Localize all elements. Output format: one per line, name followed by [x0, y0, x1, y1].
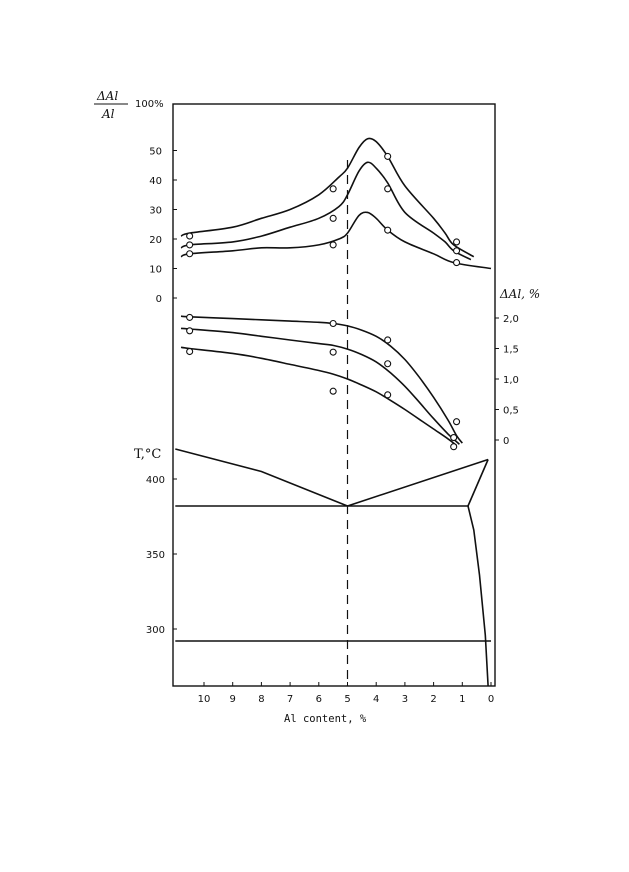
delta-marker-3-1 [186, 347, 194, 356]
tick-labels: 10 9 8 7 6 5 4 3 2 1 001020304050100%00,51,01,52,0… [135, 99, 519, 705]
delta-marker-3-4 [450, 443, 458, 451]
ratio-marker-2-2 [329, 214, 337, 222]
phase-line-3 [467, 459, 489, 507]
delta-marker-2-3 [384, 360, 392, 368]
temp-tick-label-300: 300 [146, 625, 165, 636]
ratio-marker-3-1 [186, 250, 194, 258]
ratio-tick-label-6: 100% [135, 99, 164, 110]
delta-tick-label-2: 1,0 [503, 375, 519, 386]
ratio-curve-3 [180, 211, 492, 270]
delta-tick-label-1: 0,5 [503, 406, 519, 417]
x-tick-label-8: 8 [258, 694, 264, 705]
ratio-marker-3-4 [453, 259, 461, 267]
delta-marker-2-2 [329, 348, 337, 356]
delta-marker-1-1 [186, 313, 194, 321]
temp-tick-label-400: 400 [146, 475, 165, 486]
ratio-curve-1 [180, 137, 475, 258]
delta-marker-1-4 [453, 418, 461, 426]
ratio-tick-label-3: 30 [149, 206, 162, 217]
delta-tick-label-3: 1,5 [503, 345, 519, 356]
delta-ylabel: ΔAl, % [499, 287, 540, 301]
ratio-marker-1-1 [186, 232, 194, 240]
temperature-ylabel: T,°C [134, 447, 161, 462]
ratio-tick-label-5: 50 [149, 147, 162, 158]
delta-tick-label-4: 2,0 [503, 314, 519, 325]
delta-marker-2-1 [186, 327, 194, 335]
x-tick-label-5: 5 [344, 694, 350, 705]
delta-curve-1 [180, 315, 463, 444]
delta-marker-3-3 [384, 391, 392, 399]
delta-marker-1-3 [384, 336, 392, 344]
x-tick-label-7: 7 [287, 694, 293, 705]
x-tick-label-0: 0 [488, 694, 494, 705]
x-axis-label: Al content, % [284, 713, 367, 725]
plot-frame [172, 103, 496, 687]
x-tick-label-3: 3 [402, 694, 408, 705]
x-tick-label-9: 9 [230, 694, 236, 705]
ratio-tick-label-2: 20 [149, 235, 162, 246]
ratio-ylabel-numerator: ΔAl [96, 89, 118, 103]
temp-tick-label-350: 350 [146, 550, 165, 561]
delta-marker-3-2 [329, 387, 337, 395]
data-markers [186, 152, 461, 451]
ratio-tick-label-1: 10 [149, 265, 162, 276]
ratio-marker-1-4 [453, 238, 461, 246]
x-tick-label-4: 4 [373, 694, 379, 705]
ratio-marker-2-4 [453, 247, 461, 255]
delta-curve-2 [180, 327, 460, 445]
x-tick-label-1: 1 [459, 694, 465, 705]
x-tick-label-10: 10 [198, 694, 211, 705]
x-tick-label-2: 2 [430, 694, 436, 705]
ratio-marker-2-1 [186, 241, 194, 249]
phase-line-4 [467, 505, 489, 687]
ratio-marker-1-2 [329, 185, 337, 193]
delta-tick-label-0: 0 [503, 436, 509, 447]
ratio-marker-3-3 [384, 226, 392, 234]
ratio-marker-1-3 [384, 152, 392, 160]
axis-ticks [173, 150, 499, 686]
delta-marker-2-4 [450, 434, 458, 442]
ratio-tick-label-0: 0 [156, 294, 162, 305]
ratio-marker-2-3 [384, 185, 392, 193]
delta-marker-1-2 [329, 319, 337, 328]
ratio-marker-3-2 [329, 241, 337, 249]
curves [175, 137, 492, 687]
ratio-ylabel-denominator: Al [101, 107, 115, 121]
ratio-tick-label-4: 40 [149, 176, 162, 187]
phase-line-1 [175, 448, 489, 507]
delta-curve-3 [180, 346, 458, 447]
ratio-curve-2 [180, 161, 472, 261]
x-tick-label-6: 6 [316, 694, 322, 705]
